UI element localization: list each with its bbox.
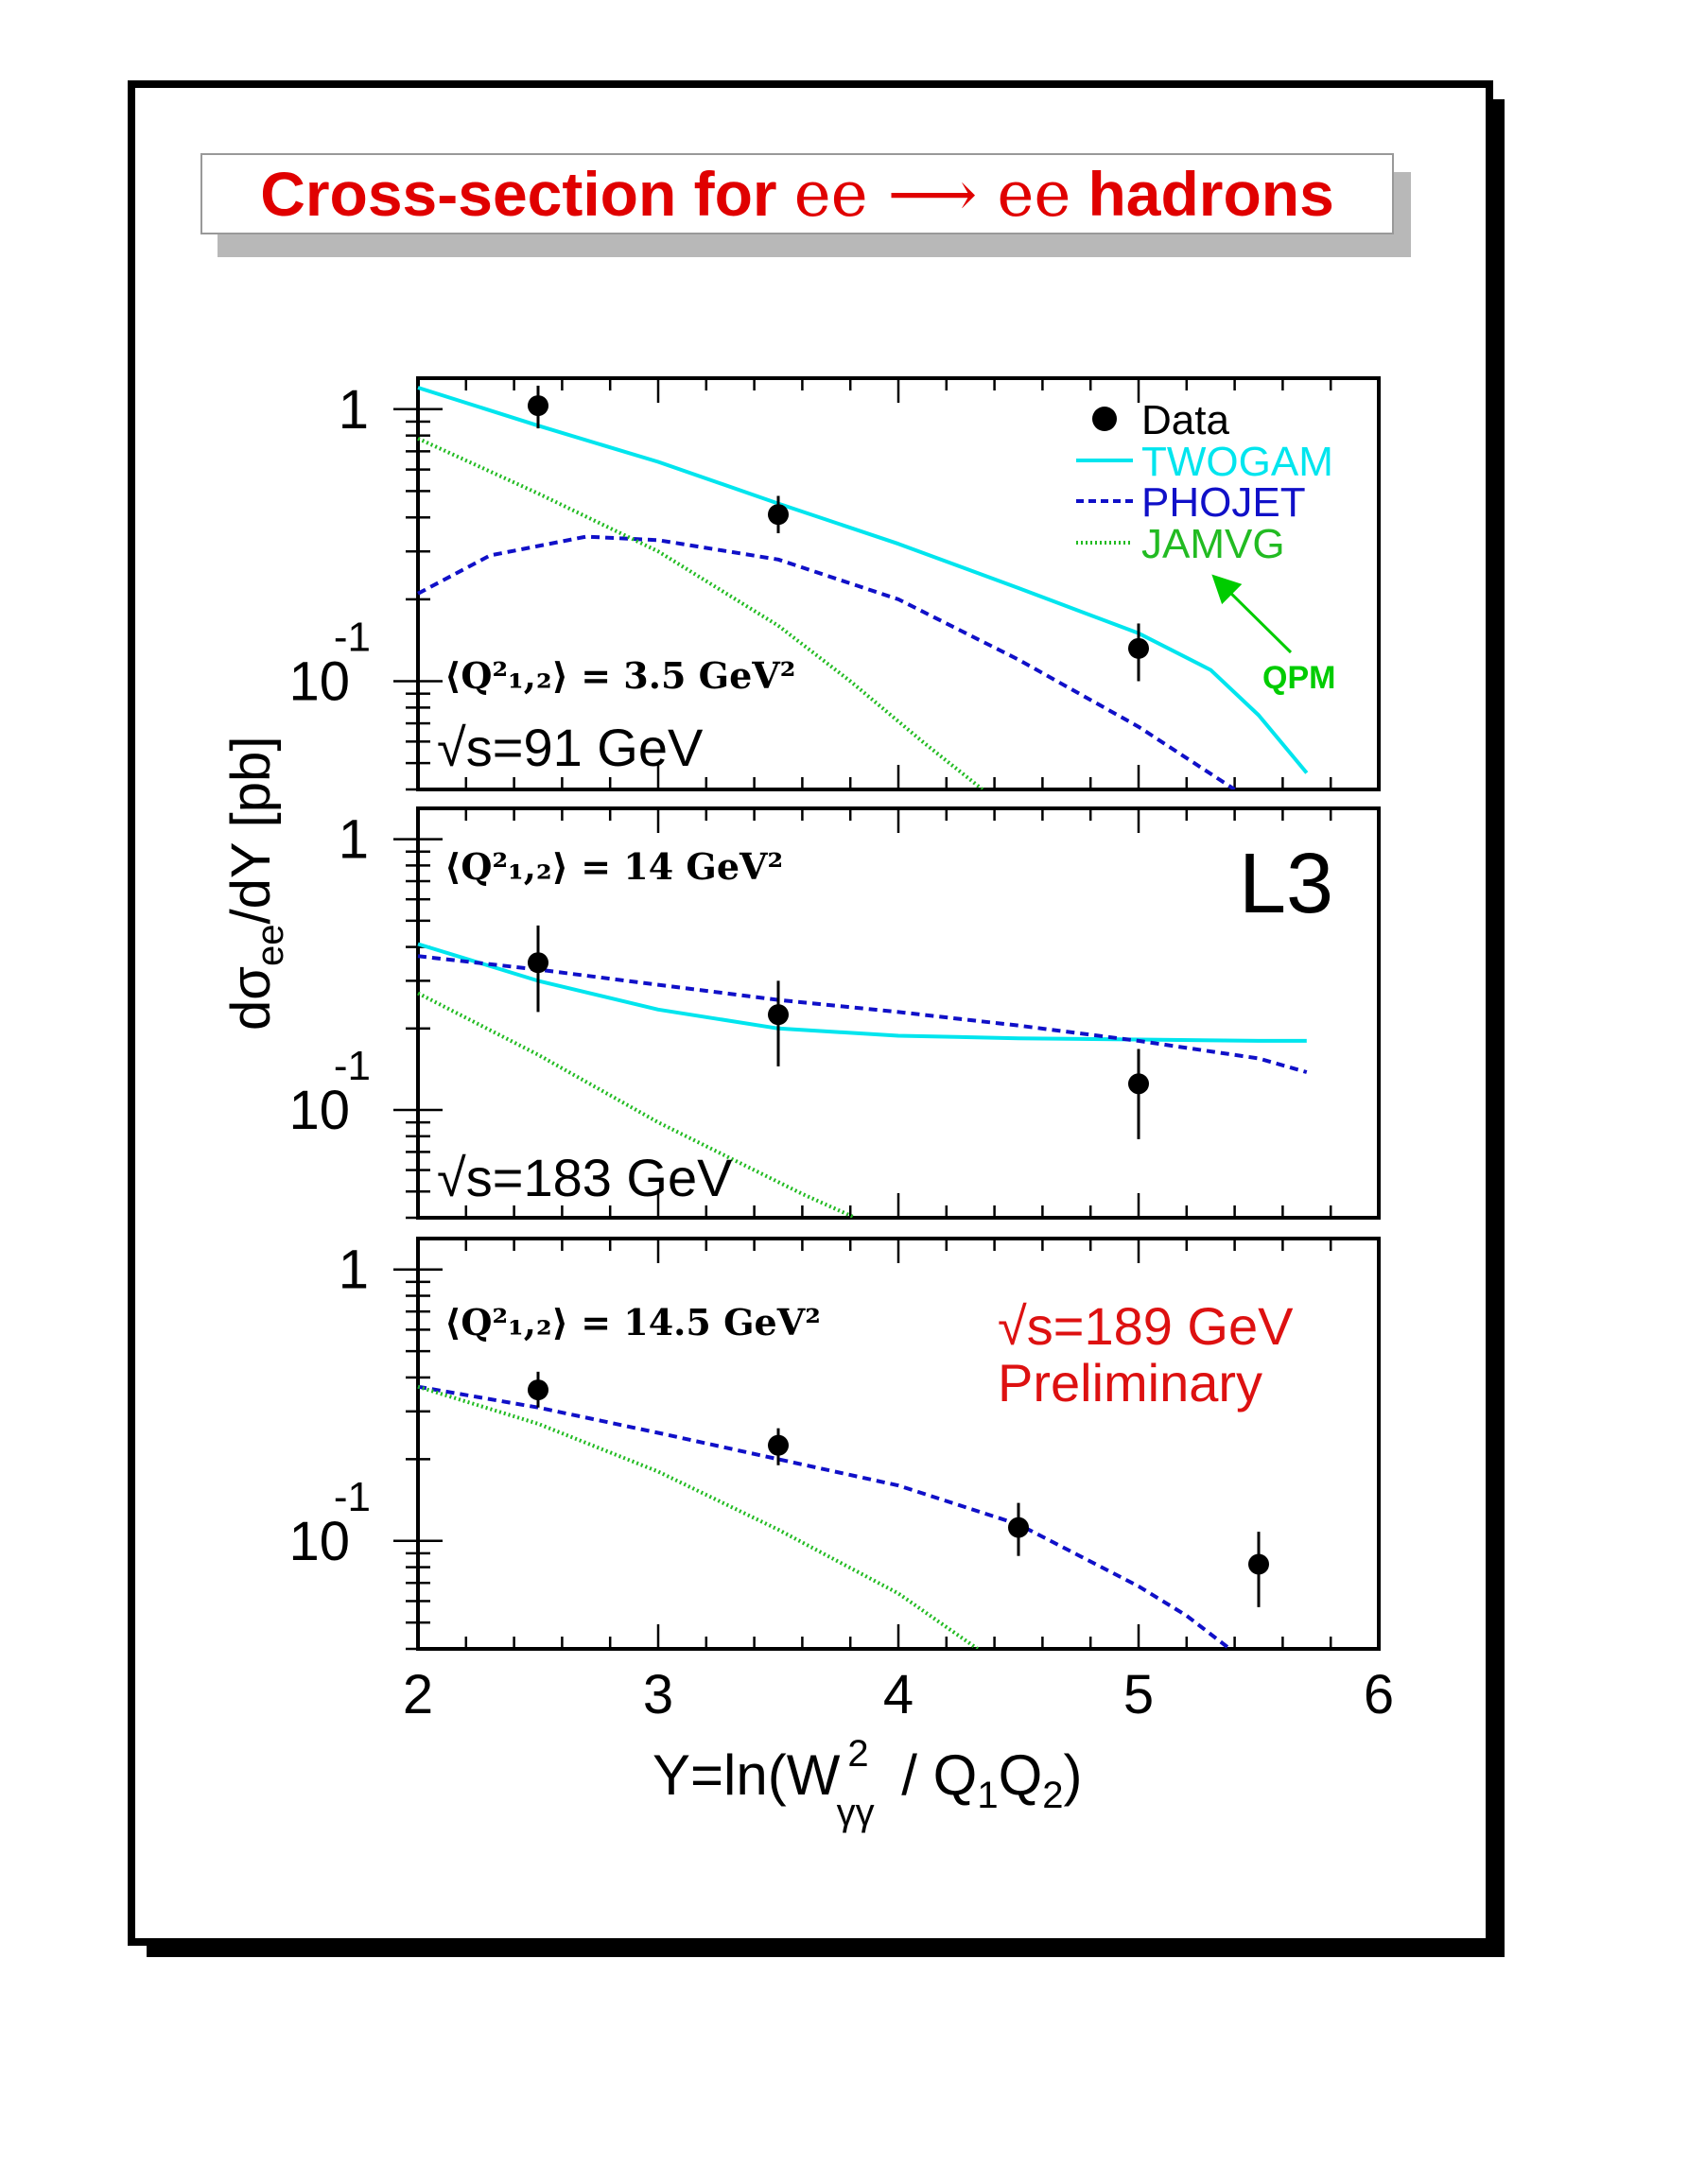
experiment-label: L3 xyxy=(1239,837,1333,931)
panel-1-data-point-3 xyxy=(1128,637,1149,659)
panel-2-data-point-1 xyxy=(528,952,548,974)
panel-2-series-jamvg xyxy=(417,991,857,1218)
y-axis-label-sub: ee xyxy=(250,924,291,966)
y-axis-label-main: dσ xyxy=(220,966,282,1031)
slide-frame xyxy=(128,80,1493,1946)
y-tick-label-10: 10 xyxy=(288,1080,350,1141)
x-axis-label: Y=ln(W 2 γγ / Q1Q2) xyxy=(653,1733,1082,1833)
x-axis-label-sub: γγ xyxy=(837,1792,875,1833)
legend-data-marker xyxy=(1092,407,1117,431)
y-tick-label-10: 10 xyxy=(288,1511,350,1572)
title-text-post: hadrons xyxy=(1088,159,1334,229)
chart-title: Cross-section for ee ⟶ ee hadrons xyxy=(200,153,1394,234)
x-tick-label-6: 6 xyxy=(1364,1664,1394,1725)
x-axis-label-sub2: 2 xyxy=(1042,1775,1063,1816)
panel-1-series-phojet xyxy=(417,534,1236,789)
panel-1-series-twogam xyxy=(417,386,1309,774)
panel-3-series-jamvg xyxy=(417,1384,979,1649)
panel-3-data-point-2 xyxy=(768,1434,789,1456)
x-tick-label-4: 4 xyxy=(883,1664,914,1725)
y-tick-label-1: 1 xyxy=(339,379,369,441)
legend-label-twogam: TWOGAM xyxy=(1141,439,1333,485)
qpm-arrow xyxy=(1211,574,1293,654)
panel-3-data-point-1 xyxy=(528,1379,548,1401)
panel-2-series-phojet xyxy=(417,954,1308,1074)
panel-2-series-twogam xyxy=(417,942,1307,1043)
y-tick-label-exponent: -1 xyxy=(334,1043,371,1089)
x-axis-label-main: Y=ln(W xyxy=(653,1743,841,1807)
panel2-energy-label: √s=183 GeV xyxy=(437,1148,733,1207)
panel3-q2-label: ⟨Q²₁,₂⟩ = 14.5 GeV² xyxy=(444,1301,821,1343)
x-tick-label-5: 5 xyxy=(1123,1664,1154,1725)
panel1-q2-label: ⟨Q²₁,₂⟩ = 3.5 GeV² xyxy=(444,654,795,697)
y-tick-label-10: 10 xyxy=(288,651,350,713)
legend-label-data: Data xyxy=(1141,397,1229,443)
x-axis-label-sup: 2 xyxy=(847,1733,868,1775)
y-tick-label-exponent: -1 xyxy=(334,1474,371,1520)
panel2-q2-label: ⟨Q²₁,₂⟩ = 14 GeV² xyxy=(444,845,783,888)
x-axis-label-rest: / Q xyxy=(886,1743,978,1807)
panel1-energy-label: √s=91 GeV xyxy=(437,718,704,777)
x-axis-label-sub1: 1 xyxy=(977,1775,998,1816)
x-axis-label-close: ) xyxy=(1063,1743,1082,1807)
title-text-reaction: ee ⟶ ee xyxy=(793,157,1071,231)
y-tick-label-exponent: -1 xyxy=(334,615,371,661)
panel-1-series-jamvg xyxy=(417,436,984,789)
panel-3-series-phojet xyxy=(417,1384,1231,1649)
y-axis-label-rest: /dY [pb] xyxy=(220,737,282,925)
y-tick-label-1: 1 xyxy=(339,1239,369,1301)
panel-1-data-point-1 xyxy=(528,395,548,417)
title-text-pre: Cross-section for xyxy=(260,159,777,229)
x-axis-label-q2: Q xyxy=(999,1743,1043,1807)
panel-1-data-point-2 xyxy=(768,504,789,526)
x-tick-label-2: 2 xyxy=(403,1664,433,1725)
x-tick-label-3: 3 xyxy=(643,1664,673,1725)
panel-3-data-point-4 xyxy=(1248,1553,1269,1575)
y-tick-label-1: 1 xyxy=(339,809,369,871)
panel3-energy-label: √s=189 GeV xyxy=(998,1296,1294,1356)
qpm-annotation: QPM xyxy=(1262,660,1335,696)
panel-2-data-point-2 xyxy=(768,1004,789,1026)
panel3-preliminary-label: Preliminary xyxy=(998,1353,1262,1413)
legend-label-jamvg: JAMVG xyxy=(1141,521,1285,567)
y-axis-label: dσee/dY [pb] xyxy=(220,737,291,1031)
panel-3-data-point-3 xyxy=(1008,1517,1029,1538)
panel-2-data-point-3 xyxy=(1128,1073,1149,1095)
legend-label-phojet: PHOJET xyxy=(1141,479,1306,526)
